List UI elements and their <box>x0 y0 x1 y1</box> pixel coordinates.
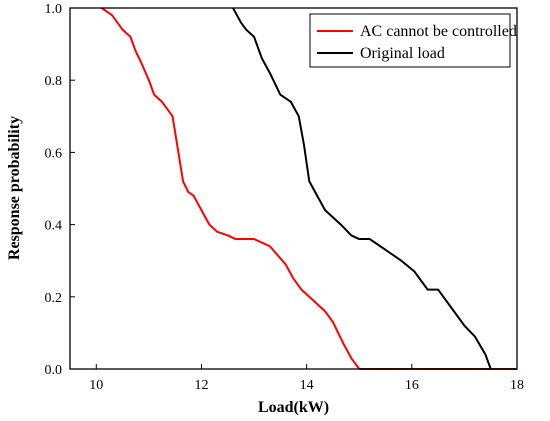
series-line-ac-cannot-be-controlled <box>100 7 361 370</box>
y-tick-label: 0.8 <box>45 74 63 89</box>
y-tick-label: 0.2 <box>45 291 63 306</box>
legend: AC cannot be controlled Original load <box>309 13 517 68</box>
legend-label-original-load: Original load <box>360 45 445 62</box>
series-line-original-load <box>232 7 492 370</box>
x-axis-title: Load(kW) <box>258 399 329 416</box>
x-tick-label: 12 <box>194 378 208 393</box>
ticks-layer: 10 12 14 16 18 0.0 0.2 0.4 0.6 0.8 1.0 <box>45 2 525 393</box>
y-tick-label: 1.0 <box>45 2 63 17</box>
y-tick-label: 0.6 <box>45 146 63 161</box>
x-tick-label: 16 <box>405 378 419 393</box>
y-tick-label: 0.4 <box>45 219 63 234</box>
x-tick-label: 18 <box>510 378 524 393</box>
y-tick-label: 0.0 <box>45 363 63 378</box>
legend-label-ac-cannot-be-controlled: AC cannot be controlled <box>360 23 517 40</box>
x-tick-label: 10 <box>89 378 103 393</box>
legend-box <box>309 13 511 68</box>
y-axis-title: Response probability <box>6 116 23 260</box>
plot-frame <box>69 7 518 370</box>
x-tick-label: 14 <box>300 378 314 393</box>
